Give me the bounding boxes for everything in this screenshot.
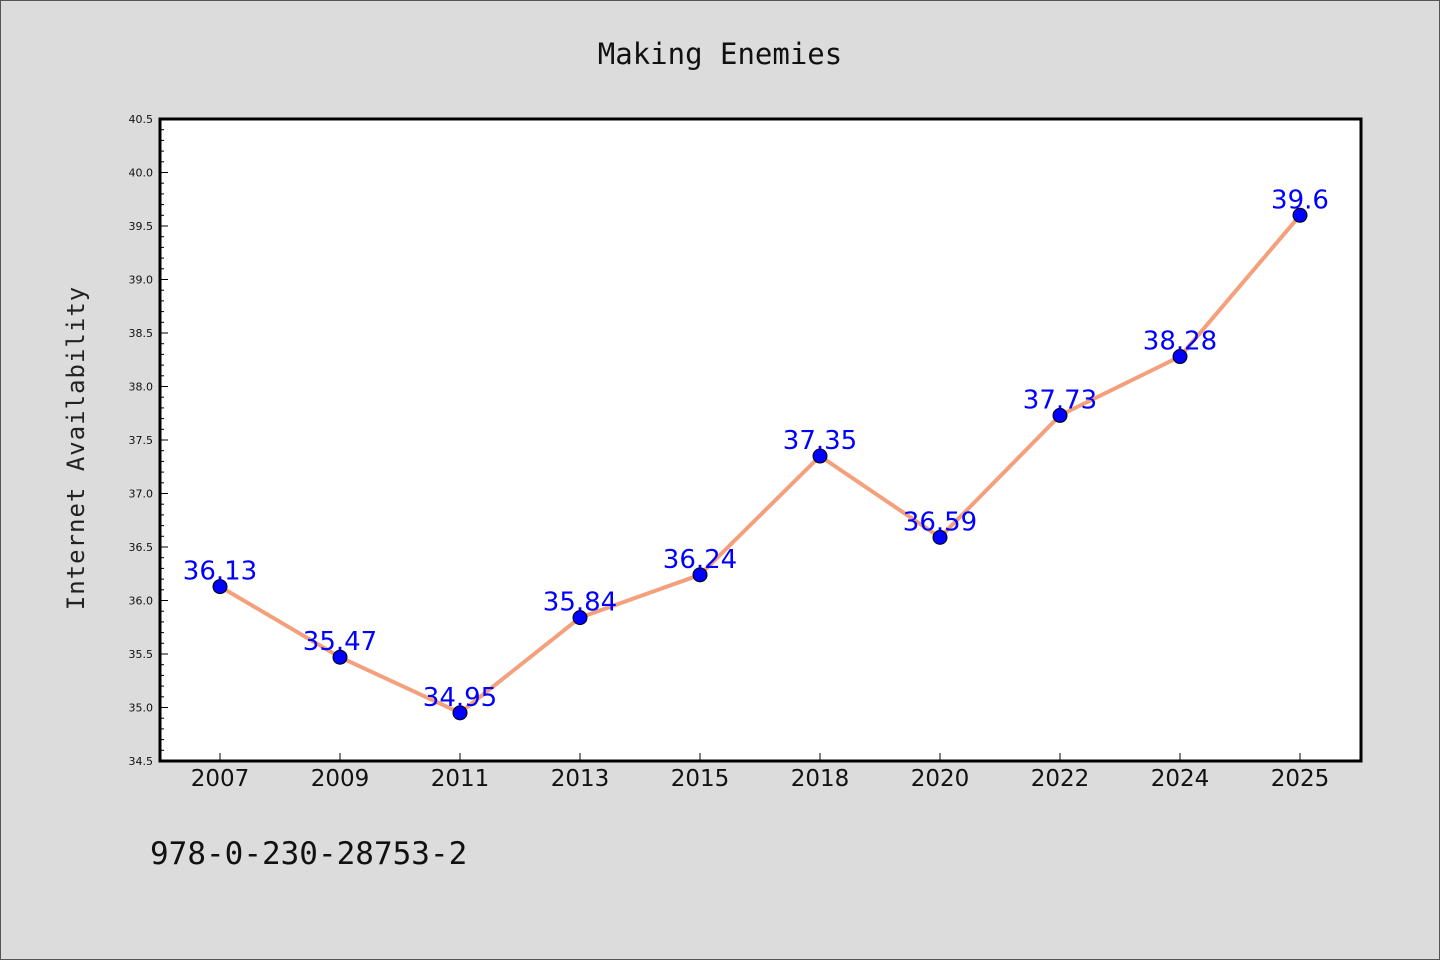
y-tick-label: 38.5: [129, 327, 154, 340]
y-tick-label: 40.0: [129, 167, 154, 180]
data-label: 37.73: [1023, 385, 1097, 415]
data-label: 36.59: [903, 507, 977, 537]
x-tick-label: 2009: [311, 766, 370, 792]
data-point: [692, 567, 708, 583]
data-label: 35.47: [303, 627, 377, 657]
x-tick-label: 2020: [911, 766, 970, 792]
data-label: 38.28: [1143, 327, 1217, 357]
data-label: 39.6: [1271, 185, 1329, 215]
x-tick-label: 2011: [431, 766, 490, 792]
isbn-footer: 978-0-230-28753-2: [150, 836, 467, 872]
data-point: [572, 610, 588, 626]
x-tick-label: 2022: [1031, 766, 1090, 792]
data-label: 34.95: [423, 683, 497, 713]
data-label: 37.35: [783, 426, 857, 456]
y-tick-label: 36.0: [129, 595, 154, 608]
x-tick-label: 2024: [1151, 766, 1210, 792]
data-point: [932, 529, 948, 545]
x-tick-label: 2007: [191, 766, 250, 792]
data-label: 36.13: [183, 557, 257, 587]
y-tick-label: 37.5: [129, 434, 154, 447]
y-tick-label: 39.5: [129, 220, 154, 233]
x-tick-label: 2025: [1271, 766, 1330, 792]
x-tick-label: 2015: [671, 766, 730, 792]
y-tick-label: 38.0: [129, 381, 154, 394]
y-tick-label: 37.0: [129, 488, 154, 501]
y-axis-ticks: 34.5 35.0 35.5 36.0 36.5 37.0 37.5 38.0 38.5 39.0…: [129, 113, 168, 768]
y-tick-label: 39.0: [129, 274, 154, 287]
x-axis-ticks: 2007 2009 2011 2013 2015 2018 2020 2022 2024 2025: [191, 753, 1330, 792]
x-tick-label: 2013: [551, 766, 610, 792]
data-point: [1052, 407, 1068, 423]
data-point: [1172, 349, 1188, 365]
data-label: 35.84: [543, 588, 617, 618]
y-tick-label: 36.5: [129, 541, 154, 554]
y-axis-label: Internet Availability: [62, 286, 90, 610]
y-tick-label: 40.5: [129, 113, 154, 126]
chart-title: Making Enemies: [598, 37, 842, 71]
data-point: [812, 448, 828, 464]
plot-area: [158, 117, 1363, 763]
data-point: [212, 579, 228, 595]
series-layer: 36.13 35.47 34.95 35.84 36.24 37.35 36.59 37.73…: [183, 185, 1329, 721]
x-tick-label: 2018: [791, 766, 850, 792]
data-point: [332, 649, 348, 665]
y-tick-label: 34.5: [129, 755, 154, 768]
series-line: [218, 213, 1302, 715]
data-label: 36.24: [663, 545, 737, 575]
data-point: [452, 705, 468, 721]
y-tick-label: 35.0: [129, 702, 154, 715]
y-tick-label: 35.5: [129, 648, 154, 661]
data-point: [1292, 207, 1308, 223]
